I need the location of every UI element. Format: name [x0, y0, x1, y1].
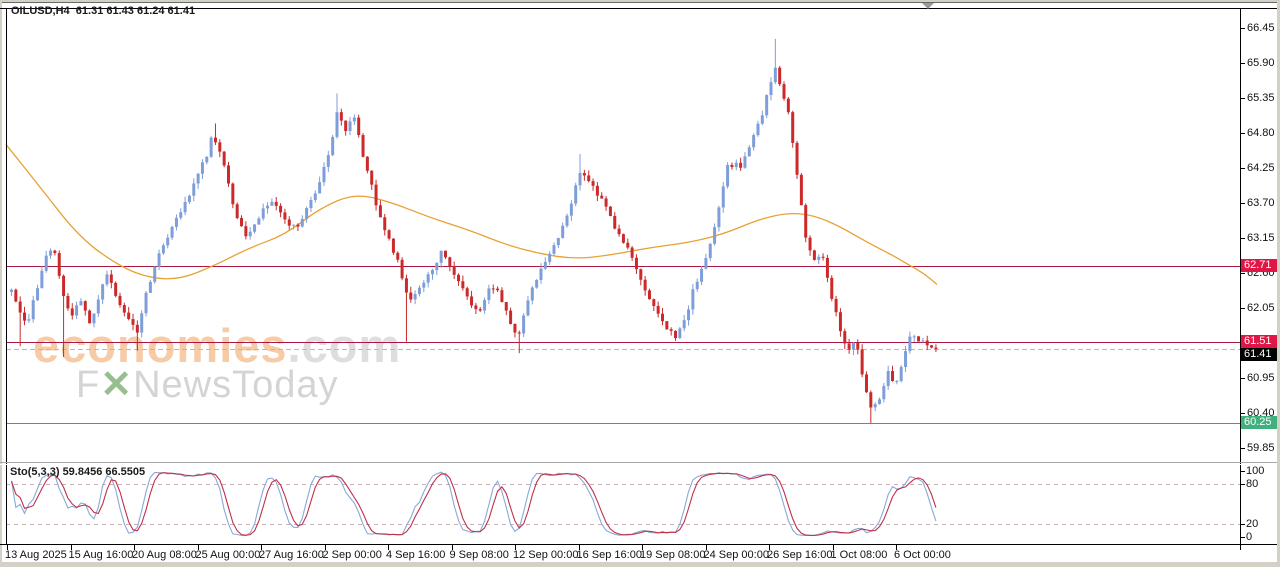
time-axis-label: 13 Aug 2025 — [5, 549, 67, 561]
sto-axis-label: 80 — [1246, 478, 1259, 490]
watermark-tagline-f: F — [76, 364, 101, 406]
chart-shift-icon[interactable] — [922, 3, 934, 9]
window-frame-top — [0, 0, 1280, 2]
watermark-tagline: F✕NewsToday — [76, 362, 338, 407]
time-axis-label: 25 Aug 00:00 — [195, 549, 261, 561]
time-axis-label: 9 Sep 08:00 — [449, 549, 509, 561]
time-axis-label: 26 Sep 16:00 — [767, 549, 833, 561]
price-tick-label: 60.95 — [1247, 372, 1275, 384]
watermark-brand-line: economies.com — [33, 318, 401, 373]
time-axis-label: 2 Sep 00:00 — [322, 549, 382, 561]
sto-axis-label: 0 — [1246, 531, 1253, 543]
window-frame-right — [1277, 0, 1280, 567]
sto-axis-label: 20 — [1246, 518, 1259, 530]
price-badge-resistance: 62.71 — [1241, 259, 1277, 272]
price-tick-label: 62.05 — [1247, 302, 1275, 314]
sto-d-line — [10, 472, 937, 536]
candlesticks — [10, 38, 938, 424]
price-tick-label: 63.70 — [1247, 197, 1275, 209]
window-frame-left — [0, 0, 2, 567]
time-axis-label: 6 Oct 00:00 — [894, 549, 951, 561]
price-tick-label: 66.45 — [1247, 22, 1275, 34]
time-axis-label: 4 Sep 16:00 — [386, 549, 446, 561]
price-tick-label: 65.90 — [1247, 57, 1275, 69]
price-tick-label: 64.25 — [1247, 162, 1275, 174]
sto-k-line — [10, 471, 937, 537]
price-badge-support: 61.51 — [1241, 335, 1277, 348]
sto-axis-label: 100 — [1246, 465, 1265, 477]
price-badge-target: 60.25 — [1241, 416, 1277, 429]
time-axis-label: 19 Sep 08:00 — [640, 549, 706, 561]
price-tick-label: 63.15 — [1247, 232, 1275, 244]
moving-average-line — [5, 144, 938, 285]
price-tick-label: 65.35 — [1247, 92, 1275, 104]
window-frame-edge — [0, 2, 1280, 3]
chart-title: OILUSD,H4 61.31 61.43 61.24 61.41 — [11, 5, 196, 17]
time-axis-label: 24 Sep 00:00 — [703, 549, 769, 561]
time-axis-label: 12 Sep 00:00 — [513, 549, 579, 561]
price-tick-label: 64.80 — [1247, 127, 1275, 139]
watermark-domain: .com — [287, 319, 402, 372]
time-axis-label: 16 Sep 16:00 — [576, 549, 642, 561]
time-axis-label: 27 Aug 16:00 — [259, 549, 324, 561]
time-axis-label: 20 Aug 08:00 — [132, 549, 197, 561]
window-frame-bottom — [0, 562, 1280, 567]
stochastic-label: Sto(5,3,3) 59.8456 66.5505 — [10, 466, 146, 478]
watermark-x-icon: ✕ — [100, 364, 134, 406]
price-tick-label: 59.85 — [1247, 442, 1275, 454]
watermark-brand: economies — [33, 319, 288, 372]
price-badge-current-price: 61.41 — [1241, 348, 1277, 361]
watermark-tagline-rest: NewsToday — [133, 364, 339, 406]
time-axis-label: 15 Aug 16:00 — [68, 549, 134, 561]
time-axis-label: 1 Oct 08:00 — [830, 549, 888, 561]
